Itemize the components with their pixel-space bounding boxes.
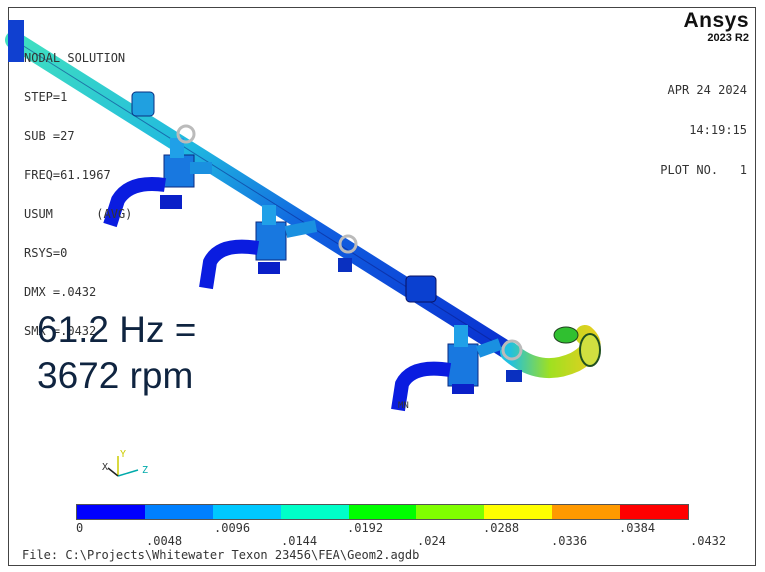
legend-band [280, 505, 349, 519]
info-line: STEP=1 [24, 90, 68, 104]
legend-band [144, 505, 213, 519]
max-node-label: MN [398, 401, 409, 411]
axis-triad: X Y Z [102, 449, 148, 477]
info-line: DMX =.0432 [24, 285, 97, 299]
legend-label-bottom: .024 [417, 534, 446, 548]
ansys-logo: Ansys 2023 R2 [683, 9, 749, 45]
legend-label-bottom: .0336 [551, 534, 588, 548]
legend-band [484, 505, 553, 519]
branch-3 [391, 325, 503, 412]
brand-version: 2023 R2 [707, 32, 749, 44]
info-line: NODAL SOLUTION [24, 51, 126, 65]
legend-label-top: .0192 [347, 521, 384, 535]
legend-label-top: .0288 [483, 521, 520, 535]
legend-label-bottom: .0432 [690, 534, 727, 548]
branch-1 [103, 138, 212, 228]
legend-band [77, 505, 145, 519]
annotation-line-1: 61.2 Hz = [37, 309, 197, 350]
contour-legend-bar [76, 504, 689, 520]
triad-y: Y [120, 449, 126, 460]
legend-band [416, 505, 485, 519]
legend-label-bottom: .0048 [146, 534, 183, 548]
legend-band [212, 505, 281, 519]
info-line: USUM (AVG) [24, 207, 133, 221]
branch-2 [199, 205, 318, 290]
legend-band [620, 505, 689, 519]
solution-info: NODAL SOLUTION STEP=1 SUB =27 FREQ=61.19… [24, 26, 132, 351]
triad-x: X [102, 462, 108, 473]
legend-band [348, 505, 417, 519]
file-path: File: C:\Projects\Whitewater Texon 23456… [22, 548, 420, 562]
info-line: SUB =27 [24, 129, 75, 143]
brand-name: Ansys [683, 9, 749, 32]
frequency-annotation: 61.2 Hz = 3672 rpm [37, 307, 196, 399]
legend-label-top: .0384 [619, 521, 656, 535]
triad-z: Z [142, 465, 148, 476]
info-line: FREQ=61.1967 [24, 168, 111, 182]
legend-label-bottom: .0144 [281, 534, 318, 548]
legend-label-top: 0 [76, 521, 84, 535]
plot-time: 14:19:15 [689, 123, 747, 137]
annotation-line-2: 3672 rpm [37, 355, 194, 396]
plot-number: PLOT NO. 1 [660, 163, 747, 177]
legend-label-top: .0096 [214, 521, 251, 535]
legend-band [552, 505, 621, 519]
avg-label: (AVG) [96, 207, 133, 221]
info-line: SMX =.0432 [24, 324, 97, 338]
plot-date: APR 24 2024 [667, 83, 747, 97]
info-line: RSYS=0 [24, 246, 68, 260]
plot-stamp: APR 24 2024 14:19:15 PLOT NO. 1 [660, 58, 747, 191]
